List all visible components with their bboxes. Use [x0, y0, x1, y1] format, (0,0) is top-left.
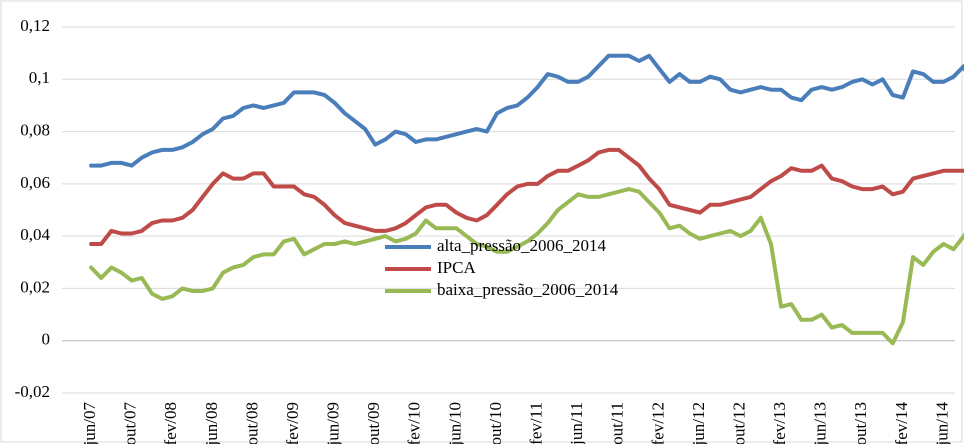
x-tick-label: jun/12 [689, 402, 708, 444]
y-tick-label: 0,04 [20, 225, 50, 244]
x-tick-label: jun/11 [567, 402, 586, 444]
legend-label: alta_pressão_2006_2014 [437, 236, 607, 255]
x-tick-label: jun/07 [80, 402, 99, 444]
series-line [89, 187, 964, 346]
y-tick-label: 0,1 [29, 68, 50, 87]
series-line [89, 147, 964, 246]
x-tick-label: fev/10 [405, 402, 424, 444]
x-tick-label: out/12 [729, 402, 748, 444]
x-tick-label: fev/12 [648, 402, 667, 444]
x-tick-label: jun/13 [811, 402, 830, 444]
x-tick-label: out/13 [851, 402, 870, 444]
x-tick-label: out/09 [364, 402, 383, 444]
legend-label: IPCA [437, 258, 476, 277]
x-tick-label: out/07 [121, 402, 140, 444]
x-tick-label: fev/13 [770, 402, 789, 444]
y-tick-label: 0,08 [20, 120, 50, 139]
y-tick-label: -0,02 [15, 382, 50, 401]
x-tick-label: jun/08 [202, 402, 221, 444]
legend-label: baixa_pressão_2006_2014 [437, 280, 619, 299]
x-tick-label: jun/10 [445, 402, 464, 444]
x-tick-label: jun/14 [932, 402, 951, 444]
x-tick-label: out/08 [242, 402, 261, 444]
x-tick-label: fev/11 [526, 402, 545, 444]
y-tick-label: 0 [42, 330, 51, 349]
series-line [89, 53, 964, 168]
x-tick-label: fev/14 [892, 402, 911, 444]
x-tick-label: fev/09 [283, 402, 302, 444]
y-tick-label: 0,02 [20, 277, 50, 296]
x-tick-label: jun/09 [324, 402, 343, 444]
y-tick-label: 0,06 [20, 173, 50, 192]
x-tick-label: fev/08 [161, 402, 180, 444]
y-tick-label: 0,12 [20, 16, 50, 35]
x-tick-label: out/11 [608, 402, 627, 444]
x-tick-label: out/10 [486, 402, 505, 444]
